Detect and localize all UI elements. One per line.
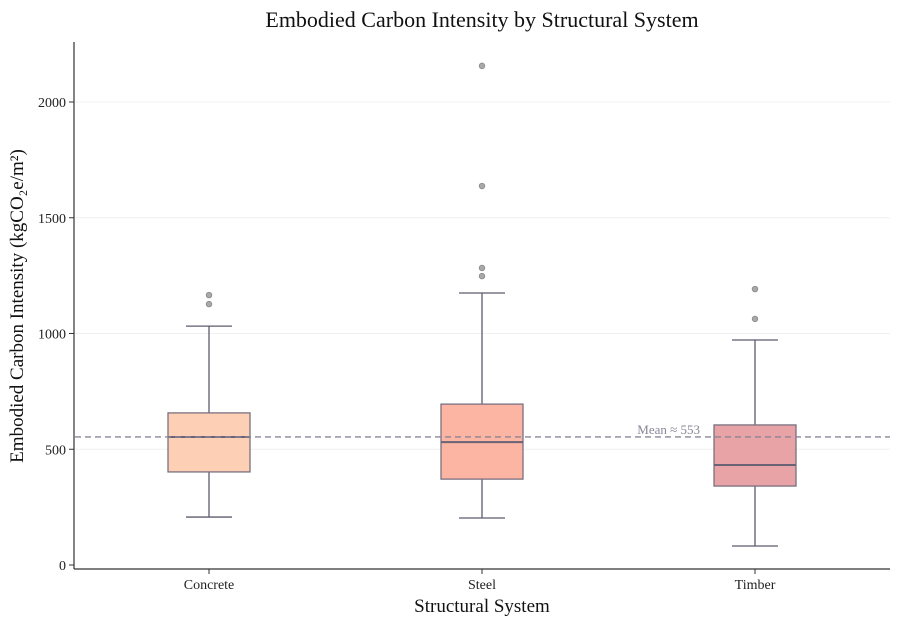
y-tick-label: 0 xyxy=(59,559,66,574)
outlier-point xyxy=(205,291,213,299)
outlier-point xyxy=(478,182,486,190)
chart-title: Embodied Carbon Intensity by Structural … xyxy=(265,7,698,32)
x-tick-label: Steel xyxy=(468,578,496,593)
outlier-point xyxy=(751,285,759,293)
x-axis-label: Structural System xyxy=(414,596,550,617)
y-tick-label: 1000 xyxy=(38,328,66,343)
x-tick-label: Concrete xyxy=(184,578,235,593)
outlier-point xyxy=(478,62,486,70)
y-tick-label: 500 xyxy=(45,443,66,458)
y-tick-label: 1500 xyxy=(38,212,66,227)
iqr-box xyxy=(713,424,797,487)
box-concrete xyxy=(167,291,251,518)
outlier-point xyxy=(751,315,759,323)
outlier-point xyxy=(205,300,213,308)
x-tick-label: Timber xyxy=(735,578,776,593)
mean-annotation: Mean ≈ 553 xyxy=(637,422,700,437)
box-timber xyxy=(713,285,797,547)
iqr-box xyxy=(167,412,251,473)
box-steel xyxy=(440,62,524,519)
y-axis-label: Embodied Carbon Intensity (kgCO₂e/m²) xyxy=(7,149,28,463)
y-tick-label: 2000 xyxy=(38,96,66,111)
outlier-point xyxy=(478,272,486,280)
outlier-point xyxy=(478,264,486,272)
